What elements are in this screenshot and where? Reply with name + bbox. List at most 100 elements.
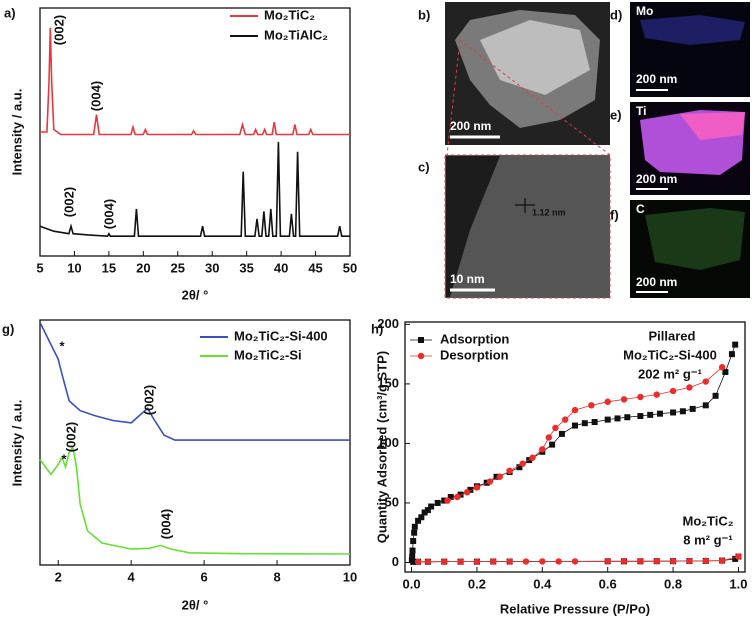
data-point [411,523,418,530]
data-point [490,558,497,565]
data-point [702,557,709,565]
x-tick-label: 2 [55,569,62,584]
annotation: Mo₂TiC₂-Si-400 [623,347,717,362]
x-axis-label: 2θ/ ° [182,597,209,612]
data-point [702,378,709,385]
element-label: C [636,202,645,216]
data-point [620,558,628,565]
data-point [669,387,677,395]
data-point [669,557,677,565]
y-tick-label: 100 [377,435,399,450]
data-point [506,558,513,565]
data-point [624,414,631,421]
legend-marker [417,352,425,360]
data-point [653,557,660,565]
panel-b: 200 nm b) [418,2,610,145]
data-point [657,410,663,417]
data-point [410,558,417,565]
data-point [414,558,422,565]
x-tick-label: 30 [205,260,219,275]
legend-label: Mo₂TiC₂-Si [234,347,302,362]
annotation: 1.12 nm [532,207,566,217]
data-point [549,441,556,448]
data-point [418,514,425,521]
scale-label: 200 nm [636,275,677,289]
x-tick-label: 10 [67,260,81,275]
data-point [571,558,579,565]
panel-label: e) [610,107,622,122]
data-point [718,364,726,371]
x-tick-label: 1.0 [729,576,747,591]
x-tick-label: 0.4 [533,576,552,591]
x-tick-label: 8 [273,569,280,584]
x-tick-label: 0.2 [468,576,486,591]
data-point [441,558,448,565]
panel-label: b) [418,7,430,22]
legend-label: Mo₂TiC₂-Si-400 [234,328,328,343]
data-point [581,420,588,427]
x-tick-label: 25 [171,260,185,275]
y-axis-label: Intensity / a.u. [9,400,24,487]
data-point [421,509,428,516]
data-point [604,558,611,565]
y-tick-label: 150 [377,375,399,390]
data-point [545,434,553,441]
data-point [444,497,451,504]
legend-label: Mo₂TiAlC₂ [264,27,328,42]
data-point [457,558,464,565]
data-point [735,553,742,560]
x-tick-label: 6 [201,569,208,584]
data-point [441,497,448,504]
legend-label: Adsorption [440,331,509,346]
data-point [653,391,660,398]
data-point [467,486,474,493]
data-point [415,517,422,524]
panel-f: C 200 nm f) [610,200,750,298]
data-point [637,393,644,401]
data-point [728,351,735,358]
data-point [539,558,546,565]
data-line [39,322,350,441]
data-point [473,558,481,565]
data-point [409,553,416,560]
scale-label: 10 nm [450,272,485,286]
panel-label: f) [610,207,619,222]
panel-d: Mo 200 nm d) [610,2,750,97]
data-point [463,489,471,496]
scale-label: 200 nm [636,172,677,186]
annotation: (004) [158,509,173,539]
zoom-line [459,39,611,156]
x-tick-label: 5 [36,260,43,275]
flake-bright [480,20,590,95]
x-tick-label: 50 [343,260,357,275]
annotation: Pillared [649,328,696,343]
data-point [571,406,579,414]
map [645,208,745,270]
data-point [411,529,418,536]
y-axis-label: Intensity / a.u. [9,89,24,176]
x-tick-label: 15 [102,260,116,275]
data-point [722,369,729,375]
y-tick-label: 50 [385,494,399,509]
x-axis-label: Relative Pressure (P/Po) [500,601,650,616]
annotation: 202 m² g⁻¹ [638,366,702,381]
data-point [558,430,565,437]
data-point [410,538,417,545]
x-tick-label: 4 [128,569,136,584]
data-point [712,392,719,399]
panel-label: a) [4,5,16,20]
data-point [457,491,464,498]
map [680,112,745,140]
legend-label: Mo₂TiC₂ [264,7,315,22]
data-point [555,558,562,565]
annotation: Mo₂TiC₂ [682,513,733,528]
data-point [454,493,461,501]
x-tick-label: 35 [239,260,253,275]
data-point [614,415,621,422]
data-point [561,416,569,423]
annotation: (002) [141,385,156,415]
data-point [718,557,726,564]
data-point [637,413,644,420]
data-point [679,408,686,415]
